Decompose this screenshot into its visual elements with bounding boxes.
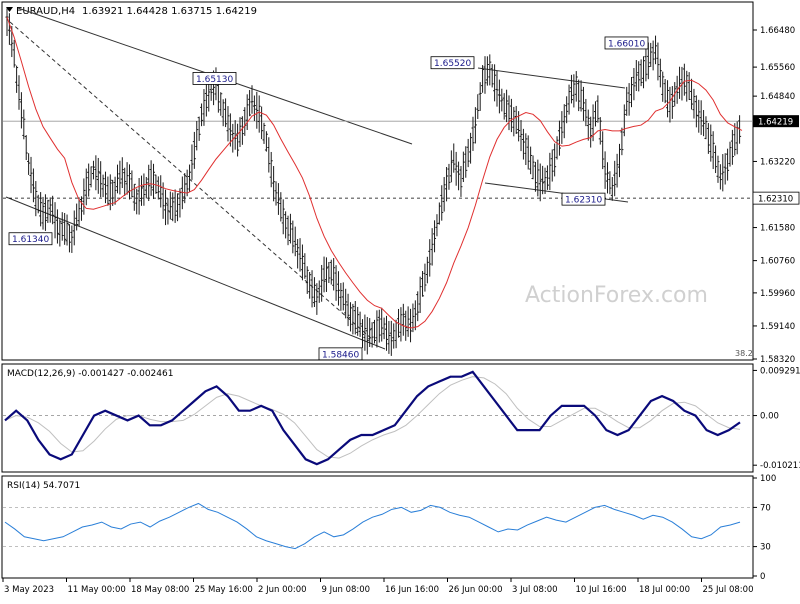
rsi-axis-label: 70: [760, 503, 771, 513]
annotation-label: 1.62310: [565, 196, 602, 206]
price-axis-label: 1.66480: [760, 26, 795, 36]
rsi-label: RSI(14) 54.7071: [7, 481, 80, 491]
x-axis-label: 25 Jul 08:00: [703, 585, 754, 595]
current-price-label: 1.64219: [758, 118, 793, 128]
annotation-label: 1.65130: [196, 75, 233, 85]
macd-signal-line: [4, 376, 741, 459]
axis-layer: 1.66480 1.65560 1.64840 1.63220 1.61580 1.607…: [2, 26, 800, 595]
x-axis-label: 11 May 00:00: [68, 585, 126, 595]
price-axis-label: 1.64840: [760, 92, 795, 102]
annotation-label: 1.61340: [12, 235, 49, 245]
x-axis-label: 10 Jul 16:00: [576, 585, 627, 595]
rsi-line: [4, 502, 741, 550]
trendline-dashed: [9, 21, 373, 340]
current-price-box: [753, 115, 799, 128]
macd-axis-label: 0.009291: [760, 366, 800, 376]
annotation-box: [318, 347, 363, 361]
support-price-box: [752, 191, 800, 205]
moving-average-line: [6, 16, 743, 329]
price-axis-label: 1.59140: [760, 322, 795, 332]
trendline-range-top: [477, 67, 626, 89]
annotation-box: [8, 232, 53, 246]
macd-panel-frame: [1, 363, 754, 473]
annotation-label: 1.65520: [434, 59, 471, 69]
rsi-panel-frame: [1, 475, 754, 579]
annotation-box: [561, 192, 606, 206]
price-axis-label: 1.65560: [760, 63, 795, 73]
rsi-axis-label: 100: [760, 474, 776, 484]
trendline-lower: [5, 196, 386, 350]
macd-layer: [3, 370, 752, 466]
support-price-label: 1.62310: [758, 195, 793, 205]
x-axis-label: 3 May 2023: [4, 585, 54, 595]
annotation-box: [430, 56, 475, 70]
watermark: ActionForex.com: [525, 283, 708, 308]
rsi-layer: [3, 502, 752, 550]
collapse-arrow-icon[interactable]: [6, 7, 13, 12]
macd-axis-label: 0.00: [760, 412, 779, 422]
annotation-label: 1.66010: [608, 39, 645, 49]
price-axis-label: 1.63220: [760, 157, 795, 167]
macd-label: MACD(12,26,9) -0.001427 -0.002461: [7, 369, 173, 379]
x-axis-label: 2 Jun 00:00: [258, 585, 307, 595]
annotation-box: [604, 36, 649, 50]
price-axis-label: 1.59960: [760, 289, 795, 299]
x-axis-label: 16 Jun 16:00: [385, 585, 439, 595]
main-layer: 1.61340 1.65130 1.58460 1.65520 1.62310 1.660…: [3, 7, 752, 361]
macd-axis-label: -0.010211: [760, 461, 800, 471]
price-axis-label: 1.58320: [760, 355, 795, 365]
price-axis-label: 1.61580: [760, 224, 795, 234]
rsi-axis-label: 30: [760, 543, 771, 553]
x-axis-label: 18 May 08:00: [131, 585, 189, 595]
x-axis-label: 9 Jun 08:00: [322, 585, 371, 595]
fib-label: 38.2: [735, 349, 753, 358]
x-axis-label: 18 Jul 00:00: [639, 585, 690, 595]
trendline-range-bottom: [484, 182, 629, 203]
macd-main-line: [4, 370, 741, 466]
symbol-label: EURAUD,H4: [16, 6, 75, 17]
price-axis-label: 1.60760: [760, 257, 795, 267]
x-axis-label: 3 Jul 08:00: [512, 585, 558, 595]
main-panel-frame: [1, 1, 754, 361]
annotation-label: 1.58460: [322, 350, 359, 360]
rsi-axis-label: 0: [760, 572, 765, 582]
x-axis-label: 25 May 16:00: [195, 585, 253, 595]
annotation-box: [192, 72, 237, 85]
x-axis-label: 26 Jun 00:00: [449, 585, 503, 595]
ohlc-label: 1.63921 1.64428 1.63715 1.64219: [82, 6, 257, 17]
